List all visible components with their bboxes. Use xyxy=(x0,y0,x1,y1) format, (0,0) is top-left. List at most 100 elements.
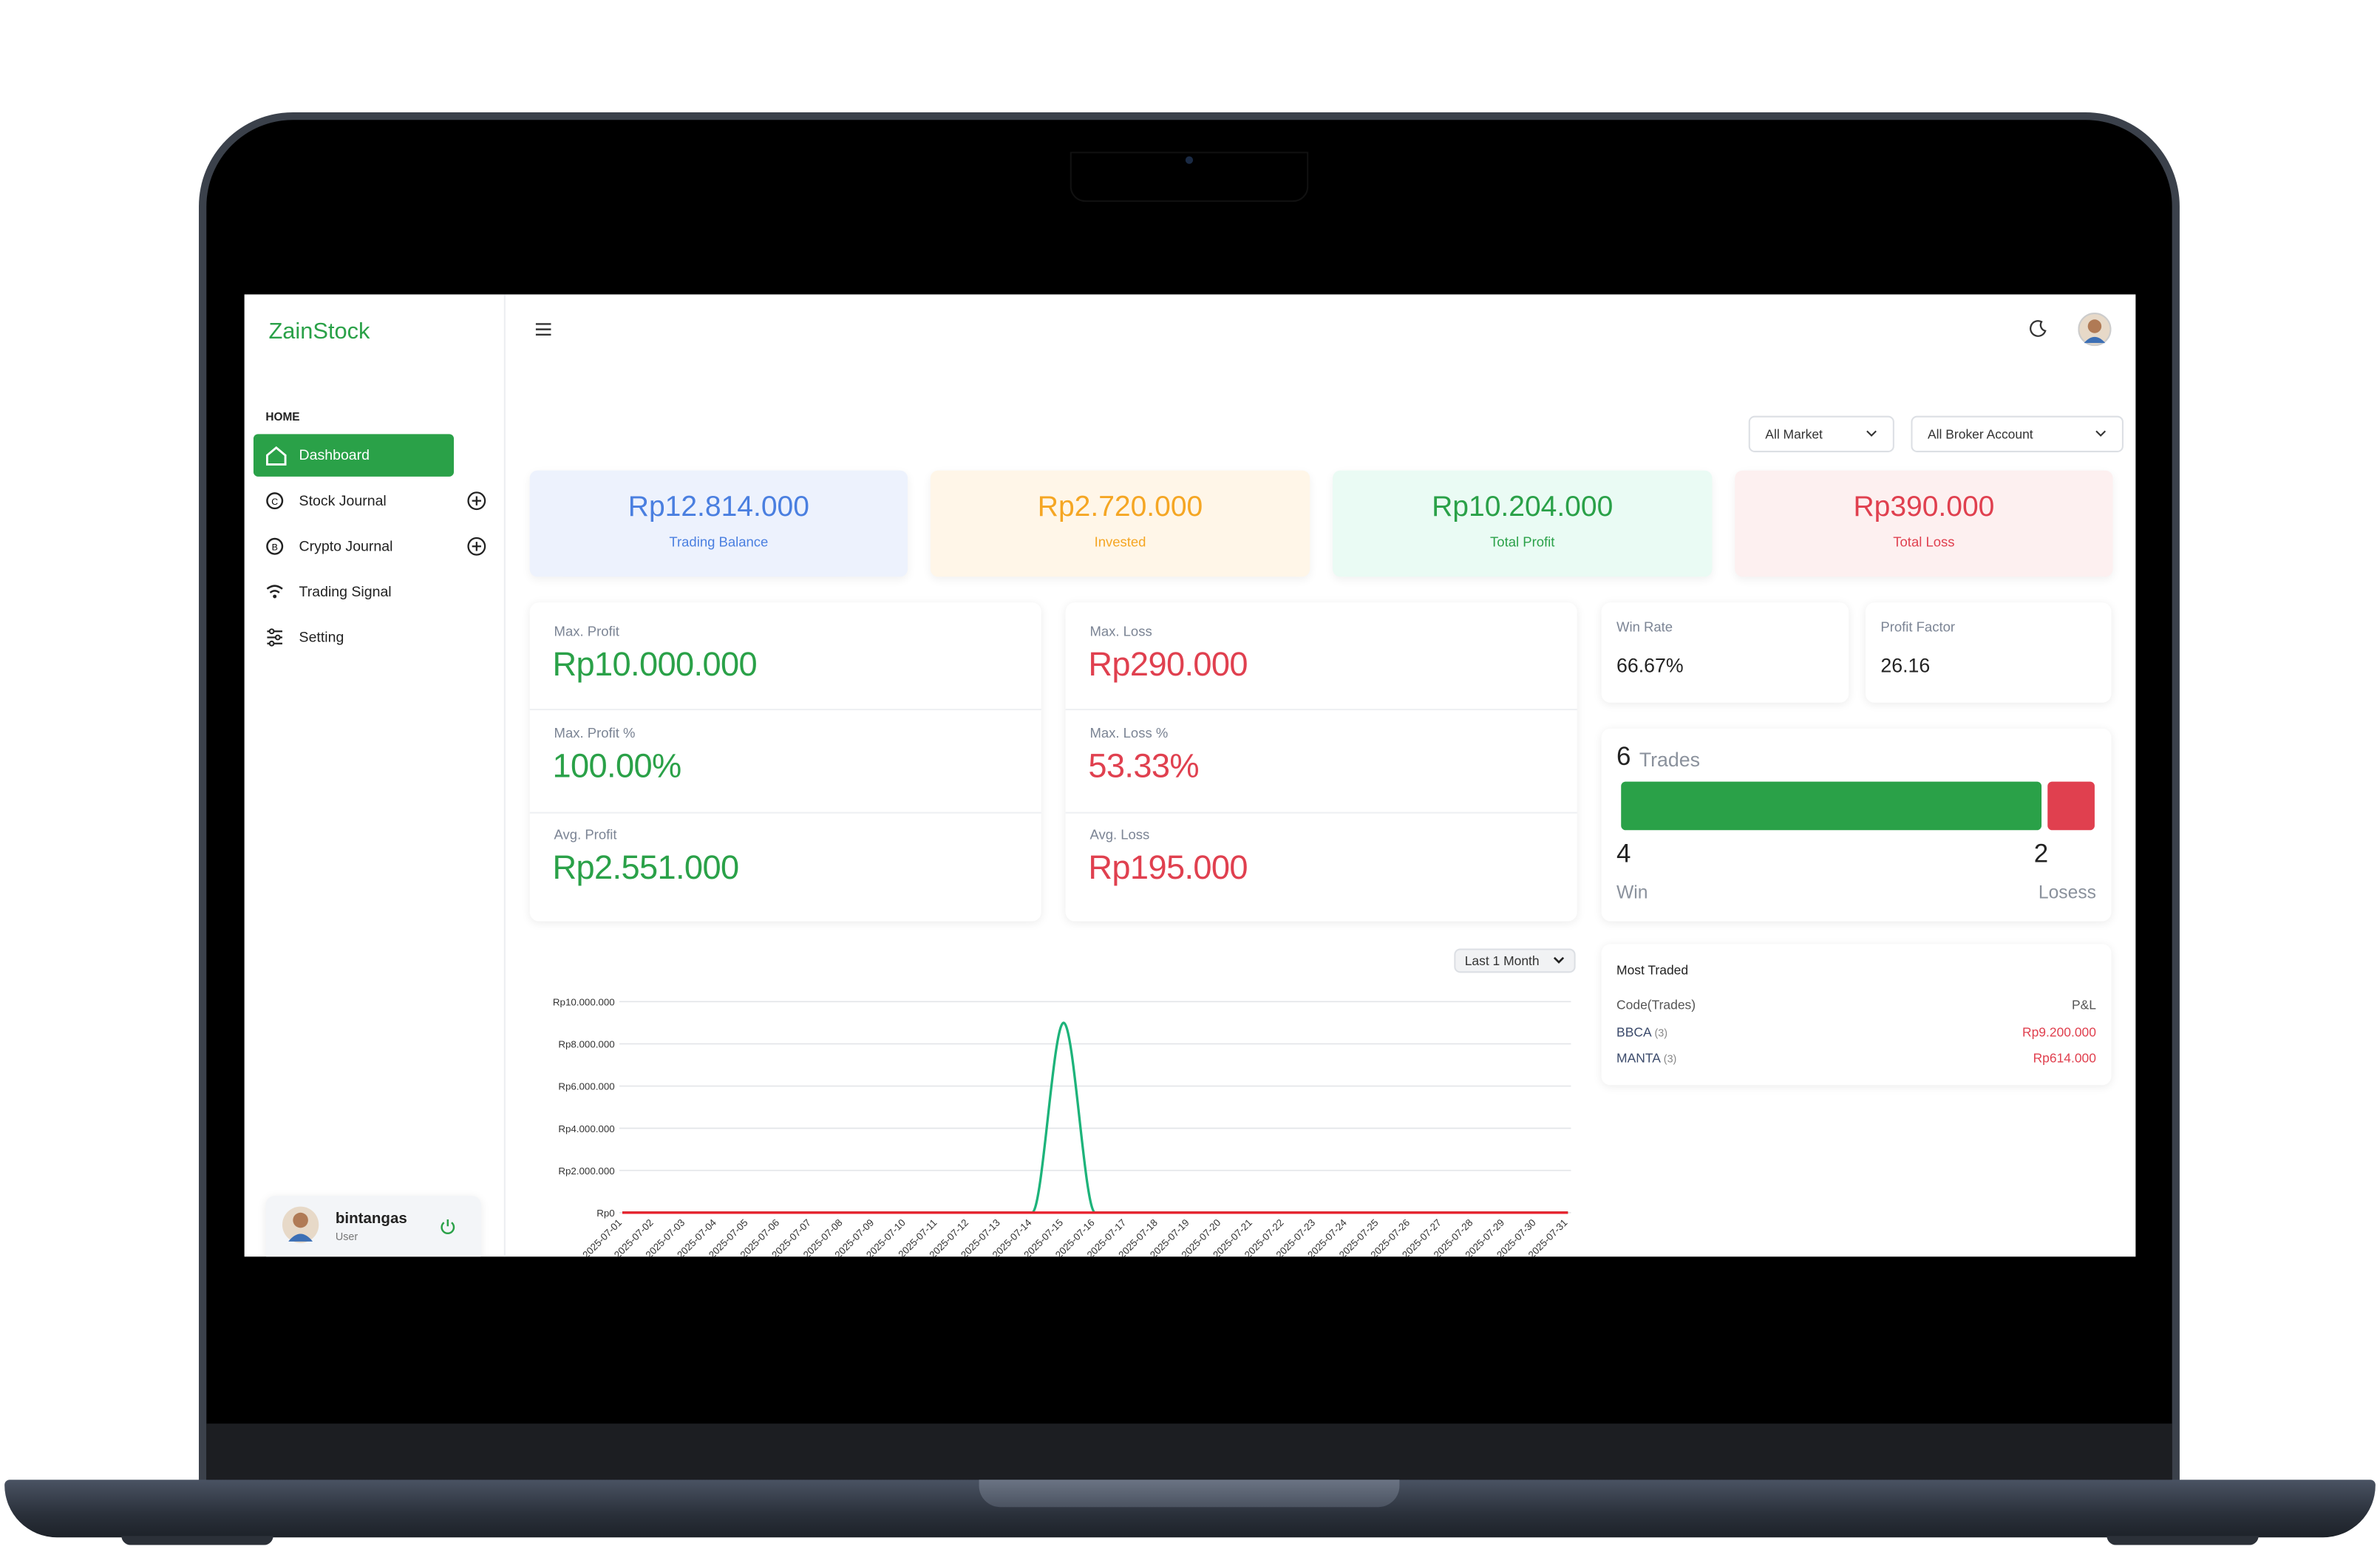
menu-label: Dashboard xyxy=(299,446,370,464)
avatar xyxy=(282,1206,319,1243)
ratio-label: Win Rate xyxy=(1616,619,1673,635)
user-name: bintangas xyxy=(335,1211,407,1228)
user-box[interactable]: bintangas User xyxy=(265,1196,481,1257)
range-select[interactable]: Last 1 Month xyxy=(1454,948,1576,973)
sidebar: ZainStock HOME Dashboard C Stock Journal… xyxy=(245,294,506,1257)
win-bar xyxy=(1621,781,2042,831)
base-notch xyxy=(979,1480,1400,1508)
menu-label: Crypto Journal xyxy=(299,537,393,555)
loss-label: Losess xyxy=(2038,882,2096,903)
summary-value: Rp390.000 xyxy=(1853,491,1995,524)
filter-label: All Broker Account xyxy=(1928,426,2033,442)
summary-label: Invested xyxy=(1094,534,1146,550)
avatar[interactable] xyxy=(2078,313,2112,347)
trades-label: Trades xyxy=(1639,748,1700,772)
stat-value: Rp10.000.000 xyxy=(552,644,757,684)
table-title: Most Traded xyxy=(1616,962,1689,978)
trades-count: (3) xyxy=(1663,1055,1677,1066)
camera xyxy=(1185,156,1194,164)
row-pnl: Rp9.200.000 xyxy=(2022,1024,2096,1040)
user-role: User xyxy=(335,1232,358,1243)
divider xyxy=(1065,811,1577,814)
summary-label: Trading Balance xyxy=(669,534,769,550)
menu-item[interactable]: Setting xyxy=(262,622,490,653)
win-label: Win xyxy=(1616,882,1648,903)
loss-stats: Max. Loss Rp290.000 Max. Loss % 53.33% A… xyxy=(1065,602,1577,922)
stat-label: Max. Loss % xyxy=(1089,725,1169,741)
summary-value: Rp12.814.000 xyxy=(628,491,809,524)
table-head: P&L xyxy=(2071,997,2096,1012)
icon: B xyxy=(266,537,284,555)
win-count: 4 xyxy=(1616,839,1631,868)
menu-label: Setting xyxy=(299,629,344,646)
summary-label: Total Loss xyxy=(1893,534,1955,550)
menu-label: Trading Signal xyxy=(299,583,392,601)
divider xyxy=(1065,709,1577,711)
summary-value: Rp10.204.000 xyxy=(1432,491,1614,524)
stat-label: Max. Loss xyxy=(1089,624,1152,639)
icon-theme[interactable] xyxy=(2030,319,2048,337)
filter-label: All Market xyxy=(1765,426,1823,442)
y-tick-label: Rp10.000.000 xyxy=(553,996,615,1007)
menu-item[interactable]: Trading Signal xyxy=(262,576,490,607)
notch xyxy=(1070,152,1309,202)
ratio-label: Profit Factor xyxy=(1880,619,1956,635)
table-head: Code(Trades) xyxy=(1616,997,1696,1012)
menu-label: Stock Journal xyxy=(299,492,387,509)
y-tick-label: Rp8.000.000 xyxy=(558,1039,614,1050)
divider xyxy=(529,811,1041,814)
trades-count: (3) xyxy=(1654,1029,1668,1040)
filter-market[interactable]: All Market xyxy=(1748,415,1894,452)
loss-count: 2 xyxy=(2033,839,2049,868)
ratio-value: 26.16 xyxy=(1880,654,1931,677)
stat-value: Rp2.551.000 xyxy=(552,848,739,887)
icon-power[interactable] xyxy=(438,1217,457,1236)
summary-value: Rp2.720.000 xyxy=(1037,491,1203,524)
summary-card: Rp12.814.000 Trading Balance xyxy=(529,470,908,577)
menu-active[interactable]: Dashboard xyxy=(253,434,455,477)
menu-item[interactable]: C Stock Journal xyxy=(262,486,490,516)
icon-add[interactable] xyxy=(466,490,487,511)
chevron xyxy=(1553,956,1565,964)
chevron xyxy=(2095,430,2107,437)
foot xyxy=(2107,1536,2259,1545)
stat-label: Avg. Profit xyxy=(554,827,617,843)
stat-value: Rp195.000 xyxy=(1088,848,1248,887)
stat-value: Rp290.000 xyxy=(1088,644,1248,684)
icon-signal xyxy=(266,585,283,599)
y-tick-label: Rp4.000.000 xyxy=(558,1123,614,1134)
loss-bar xyxy=(2047,781,2095,831)
range-label: Last 1 Month xyxy=(1464,953,1540,969)
row-code: BBCA (3) xyxy=(1616,1024,1667,1040)
stat-label: Avg. Loss xyxy=(1089,827,1150,843)
profit-stats: Max. Profit Rp10.000.000 Max. Profit % 1… xyxy=(529,602,1041,922)
icon-home xyxy=(265,446,287,466)
screen: ZainStock HOME Dashboard C Stock Journal… xyxy=(244,294,2136,1257)
row-code: MANTA (3) xyxy=(1616,1050,1676,1066)
code: MANTA xyxy=(1616,1050,1660,1066)
y-tick-label: Rp6.000.000 xyxy=(558,1081,614,1092)
summary-card: Rp10.204.000 Total Profit xyxy=(1333,470,1713,577)
y-tick-label: Rp0 xyxy=(596,1208,614,1219)
summary-card: Rp2.720.000 Invested xyxy=(930,470,1310,577)
stat-label: Max. Profit xyxy=(554,624,619,639)
chevron xyxy=(1866,430,1877,437)
icon-add[interactable] xyxy=(466,536,487,557)
y-tick-label: Rp2.000.000 xyxy=(558,1165,614,1177)
icon-menu[interactable] xyxy=(534,321,553,337)
section: HOME xyxy=(265,409,300,423)
line-series xyxy=(622,1021,1568,1214)
summary-card: Rp390.000 Total Loss xyxy=(1735,470,2113,577)
filter-broker[interactable]: All Broker Account xyxy=(1911,415,2124,452)
menu-item[interactable]: B Crypto Journal xyxy=(262,531,490,562)
chart: Rp0 Rp2.000.000 Rp4.000.000 Rp6.000.000 Rp8.… xyxy=(553,996,1571,1256)
svg-text:C: C xyxy=(271,497,278,507)
hinge xyxy=(206,1423,2172,1480)
icon: C xyxy=(266,492,284,510)
ratio-value: 66.67% xyxy=(1616,654,1684,677)
icon-settings xyxy=(267,628,282,647)
row-pnl: Rp614.000 xyxy=(2033,1050,2096,1066)
stat-value: 100.00% xyxy=(552,746,681,785)
